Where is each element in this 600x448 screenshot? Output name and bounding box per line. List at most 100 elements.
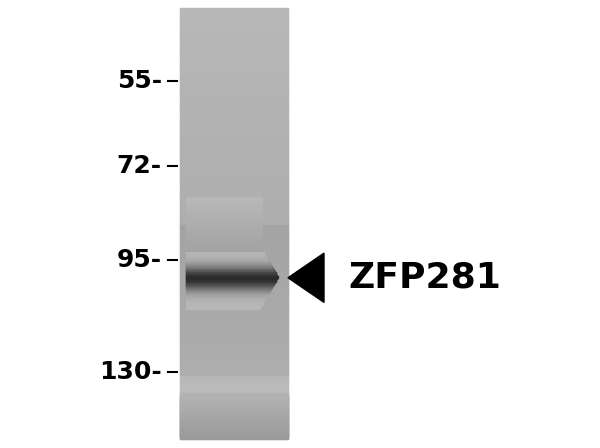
Bar: [180, 352, 288, 355]
Bar: [186, 235, 262, 236]
Bar: [180, 393, 288, 397]
Bar: [180, 367, 288, 370]
Bar: [180, 43, 288, 46]
Bar: [180, 369, 288, 372]
Bar: [180, 176, 288, 179]
Bar: [186, 294, 267, 296]
Bar: [180, 288, 288, 291]
Bar: [186, 287, 272, 288]
Bar: [180, 419, 288, 422]
Bar: [180, 180, 288, 183]
Bar: [186, 263, 270, 264]
Bar: [186, 246, 262, 247]
Bar: [186, 299, 265, 301]
Bar: [186, 265, 271, 266]
Bar: [180, 318, 288, 321]
Bar: [186, 246, 260, 247]
Bar: [186, 247, 262, 248]
Bar: [186, 248, 262, 250]
Bar: [180, 163, 288, 166]
Bar: [180, 38, 288, 41]
Bar: [186, 225, 262, 227]
Bar: [180, 354, 288, 358]
Bar: [180, 94, 288, 97]
Bar: [180, 142, 288, 144]
Bar: [180, 242, 288, 246]
Bar: [186, 250, 262, 251]
Bar: [180, 45, 288, 47]
Bar: [180, 436, 288, 439]
Bar: [180, 174, 288, 177]
Bar: [180, 23, 288, 26]
Bar: [180, 397, 288, 401]
Bar: [186, 200, 262, 201]
Bar: [180, 315, 288, 319]
Bar: [186, 213, 262, 215]
Bar: [180, 414, 288, 418]
Bar: [186, 212, 262, 213]
Bar: [180, 399, 288, 403]
Bar: [186, 274, 277, 276]
Bar: [186, 224, 262, 225]
Bar: [186, 249, 262, 250]
Bar: [186, 292, 269, 293]
Bar: [186, 269, 273, 270]
Bar: [186, 223, 262, 224]
Bar: [180, 14, 288, 17]
Bar: [180, 32, 288, 35]
Bar: [186, 259, 268, 261]
Bar: [180, 296, 288, 299]
Bar: [180, 208, 288, 211]
Bar: [180, 146, 288, 149]
Bar: [180, 389, 288, 392]
Bar: [180, 13, 288, 15]
Bar: [180, 57, 288, 60]
Bar: [186, 297, 265, 299]
Bar: [180, 238, 288, 241]
Bar: [180, 328, 288, 332]
Bar: [180, 418, 288, 422]
Bar: [186, 204, 262, 205]
Bar: [180, 182, 288, 185]
Bar: [180, 314, 288, 316]
Bar: [180, 234, 288, 237]
Bar: [180, 427, 288, 431]
Bar: [180, 88, 288, 90]
Bar: [186, 272, 275, 274]
Bar: [180, 419, 288, 423]
Bar: [186, 209, 262, 211]
Bar: [180, 206, 288, 209]
Bar: [180, 204, 288, 207]
Bar: [180, 77, 288, 80]
Bar: [180, 350, 288, 353]
Bar: [186, 270, 274, 271]
Bar: [180, 341, 288, 345]
Bar: [186, 288, 271, 289]
Bar: [180, 405, 288, 409]
Bar: [180, 391, 288, 394]
Bar: [180, 401, 288, 405]
Bar: [180, 307, 288, 310]
Bar: [180, 109, 288, 112]
Bar: [180, 217, 288, 220]
Bar: [180, 133, 288, 136]
Bar: [180, 96, 288, 99]
Bar: [180, 21, 288, 24]
Bar: [186, 268, 273, 269]
Bar: [180, 219, 288, 222]
Bar: [180, 36, 288, 39]
Bar: [180, 427, 288, 432]
Bar: [180, 357, 288, 359]
Bar: [186, 291, 269, 292]
Bar: [186, 258, 267, 259]
Bar: [186, 305, 261, 306]
Bar: [180, 247, 288, 250]
Bar: [186, 302, 263, 304]
Bar: [186, 236, 262, 237]
Bar: [180, 363, 288, 366]
Bar: [180, 118, 288, 121]
Bar: [180, 432, 288, 435]
Bar: [186, 271, 275, 273]
Bar: [186, 246, 260, 248]
Bar: [180, 264, 288, 267]
